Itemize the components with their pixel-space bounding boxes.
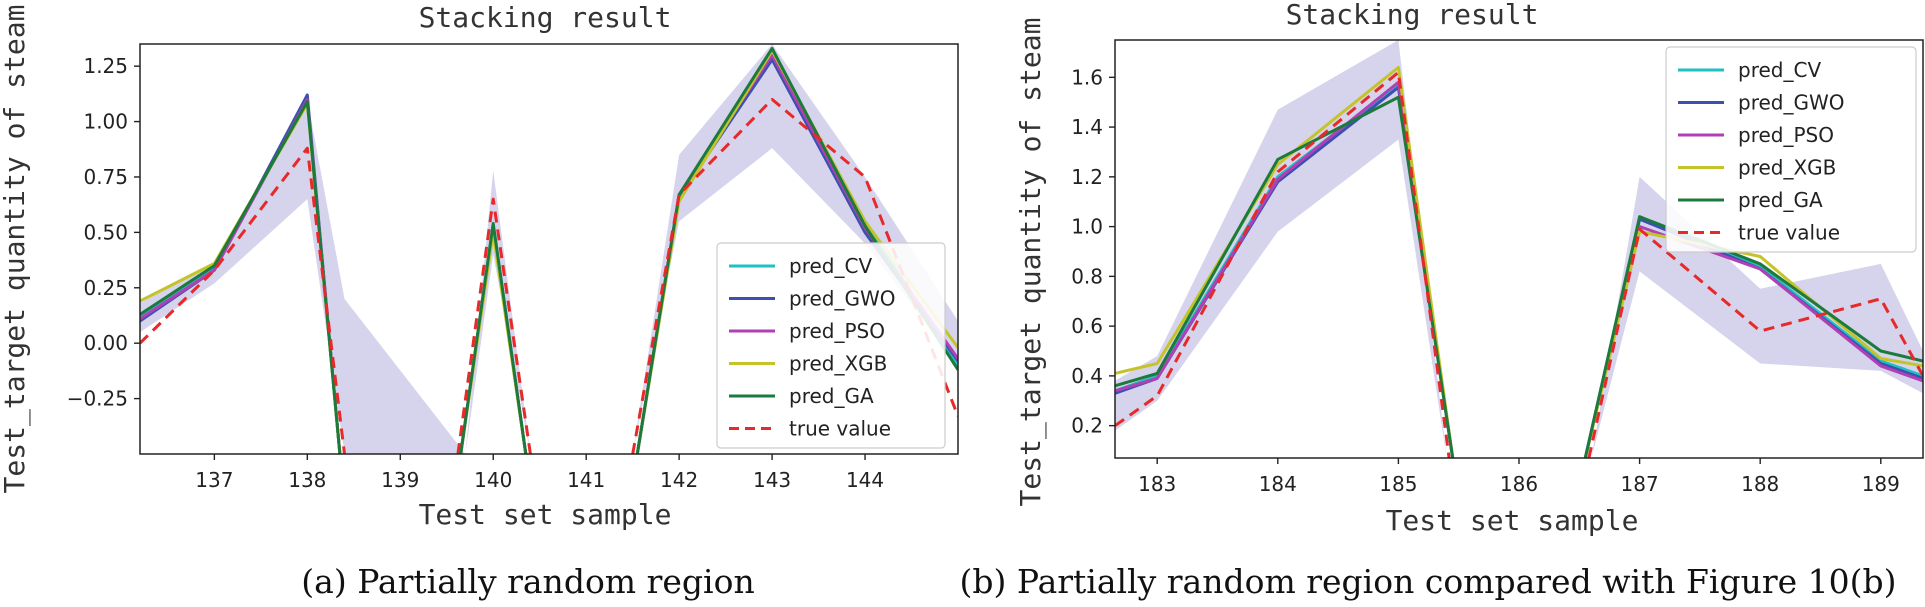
y-tick-label: 0.6: [1071, 314, 1103, 338]
chart-b-title: Stacking result: [1286, 0, 1539, 31]
x-tick-label: 138: [288, 468, 326, 492]
x-tick-label: 187: [1621, 472, 1659, 496]
x-tick-label: 141: [567, 468, 605, 492]
chart-a-y-label: Test_target quantity of steam: [0, 5, 32, 494]
legend-label: pred_GA: [789, 384, 874, 408]
y-tick-label: 0.2: [1071, 414, 1103, 438]
chart-b-x-axis: 183 184 185 186 187 188 189: [1138, 458, 1900, 496]
chart-a-confidence-band: [140, 44, 958, 454]
chart-a-caption: (a) Partially random region: [301, 562, 754, 601]
series-line-pred-ga: [1115, 95, 1923, 458]
legend-label: pred_GWO: [789, 287, 896, 311]
chart-panel-b: Stacking result 183 184 185 186 187 188 189 0.…: [960, 0, 1924, 601]
x-tick-label: 185: [1379, 472, 1417, 496]
legend-label: pred_XGB: [789, 352, 887, 376]
chart-a-plot-frame: [139, 43, 959, 455]
legend-label: pred_PSO: [789, 319, 885, 343]
chart-a-y-axis: −0.25 0.00 0.25 0.50 0.75 1.00 1.25: [67, 54, 140, 411]
y-tick-label: 1.0: [1071, 215, 1103, 239]
legend-label: true value: [1738, 221, 1840, 245]
chart-panel-a: Stacking result 137 138 139 140 141 142 143 144…: [0, 1, 959, 601]
chart-b-x-label: Test set sample: [1386, 504, 1639, 537]
y-tick-label: 0.8: [1071, 264, 1103, 288]
x-tick-label: 184: [1259, 472, 1297, 496]
y-tick-label: 1.6: [1071, 65, 1103, 89]
legend-label: pred_PSO: [1738, 123, 1834, 147]
y-tick-label: 0.50: [83, 220, 128, 244]
confidence-band-area: [1115, 40, 1923, 458]
y-tick-label: 0.4: [1071, 364, 1103, 388]
chart-a-x-label: Test set sample: [419, 498, 672, 531]
legend-label: pred_CV: [1738, 58, 1821, 82]
chart-b-series-lines: [1115, 65, 1923, 458]
y-tick-label: 0.00: [83, 331, 128, 355]
chart-b-y-axis: 0.2 0.4 0.6 0.8 1.0 1.2 1.4 1.6: [1071, 65, 1115, 438]
y-tick-label: 0.75: [83, 165, 128, 189]
y-tick-label: 1.25: [83, 54, 128, 78]
x-tick-label: 189: [1862, 472, 1900, 496]
chart-b-legend: pred_CV pred_GWO pred_PSO pred_XGB pred_GAtr…: [1665, 46, 1917, 253]
legend-label: pred_CV: [789, 254, 872, 278]
x-tick-label: 142: [660, 468, 698, 492]
chart-b-confidence-band: [1115, 40, 1923, 458]
legend-label: pred_GWO: [1738, 91, 1845, 115]
x-tick-label: 186: [1500, 472, 1538, 496]
x-tick-label: 143: [753, 468, 791, 492]
chart-b-caption: (b) Partially random region compared wit…: [960, 562, 1897, 601]
chart-a-x-axis: 137 138 139 140 141 142 143 144: [195, 454, 884, 492]
x-tick-label: 188: [1741, 472, 1779, 496]
x-tick-label: 144: [846, 468, 884, 492]
legend-box: [1665, 46, 1917, 253]
x-tick-label: 139: [381, 468, 419, 492]
legend-label: pred_XGB: [1738, 156, 1836, 180]
y-tick-label: −0.25: [67, 387, 128, 411]
x-tick-label: 137: [195, 468, 233, 492]
chart-a-legend: pred_CV pred_GWO pred_PSO pred_XGB pred_GAtr…: [716, 242, 946, 449]
legend-label: pred_GA: [1738, 188, 1823, 212]
confidence-band-area: [140, 44, 958, 454]
y-tick-label: 1.4: [1071, 115, 1103, 139]
x-tick-label: 183: [1138, 472, 1176, 496]
y-tick-label: 0.25: [83, 276, 128, 300]
y-tick-label: 1.2: [1071, 165, 1103, 189]
chart-b-y-label: Test_target quantity of steam: [1014, 18, 1048, 507]
legend-label: true value: [789, 417, 891, 441]
chart-a-title: Stacking result: [419, 1, 672, 34]
series-line-true-value: [1115, 70, 1923, 458]
y-tick-label: 1.00: [83, 110, 128, 134]
x-tick-label: 140: [474, 468, 512, 492]
